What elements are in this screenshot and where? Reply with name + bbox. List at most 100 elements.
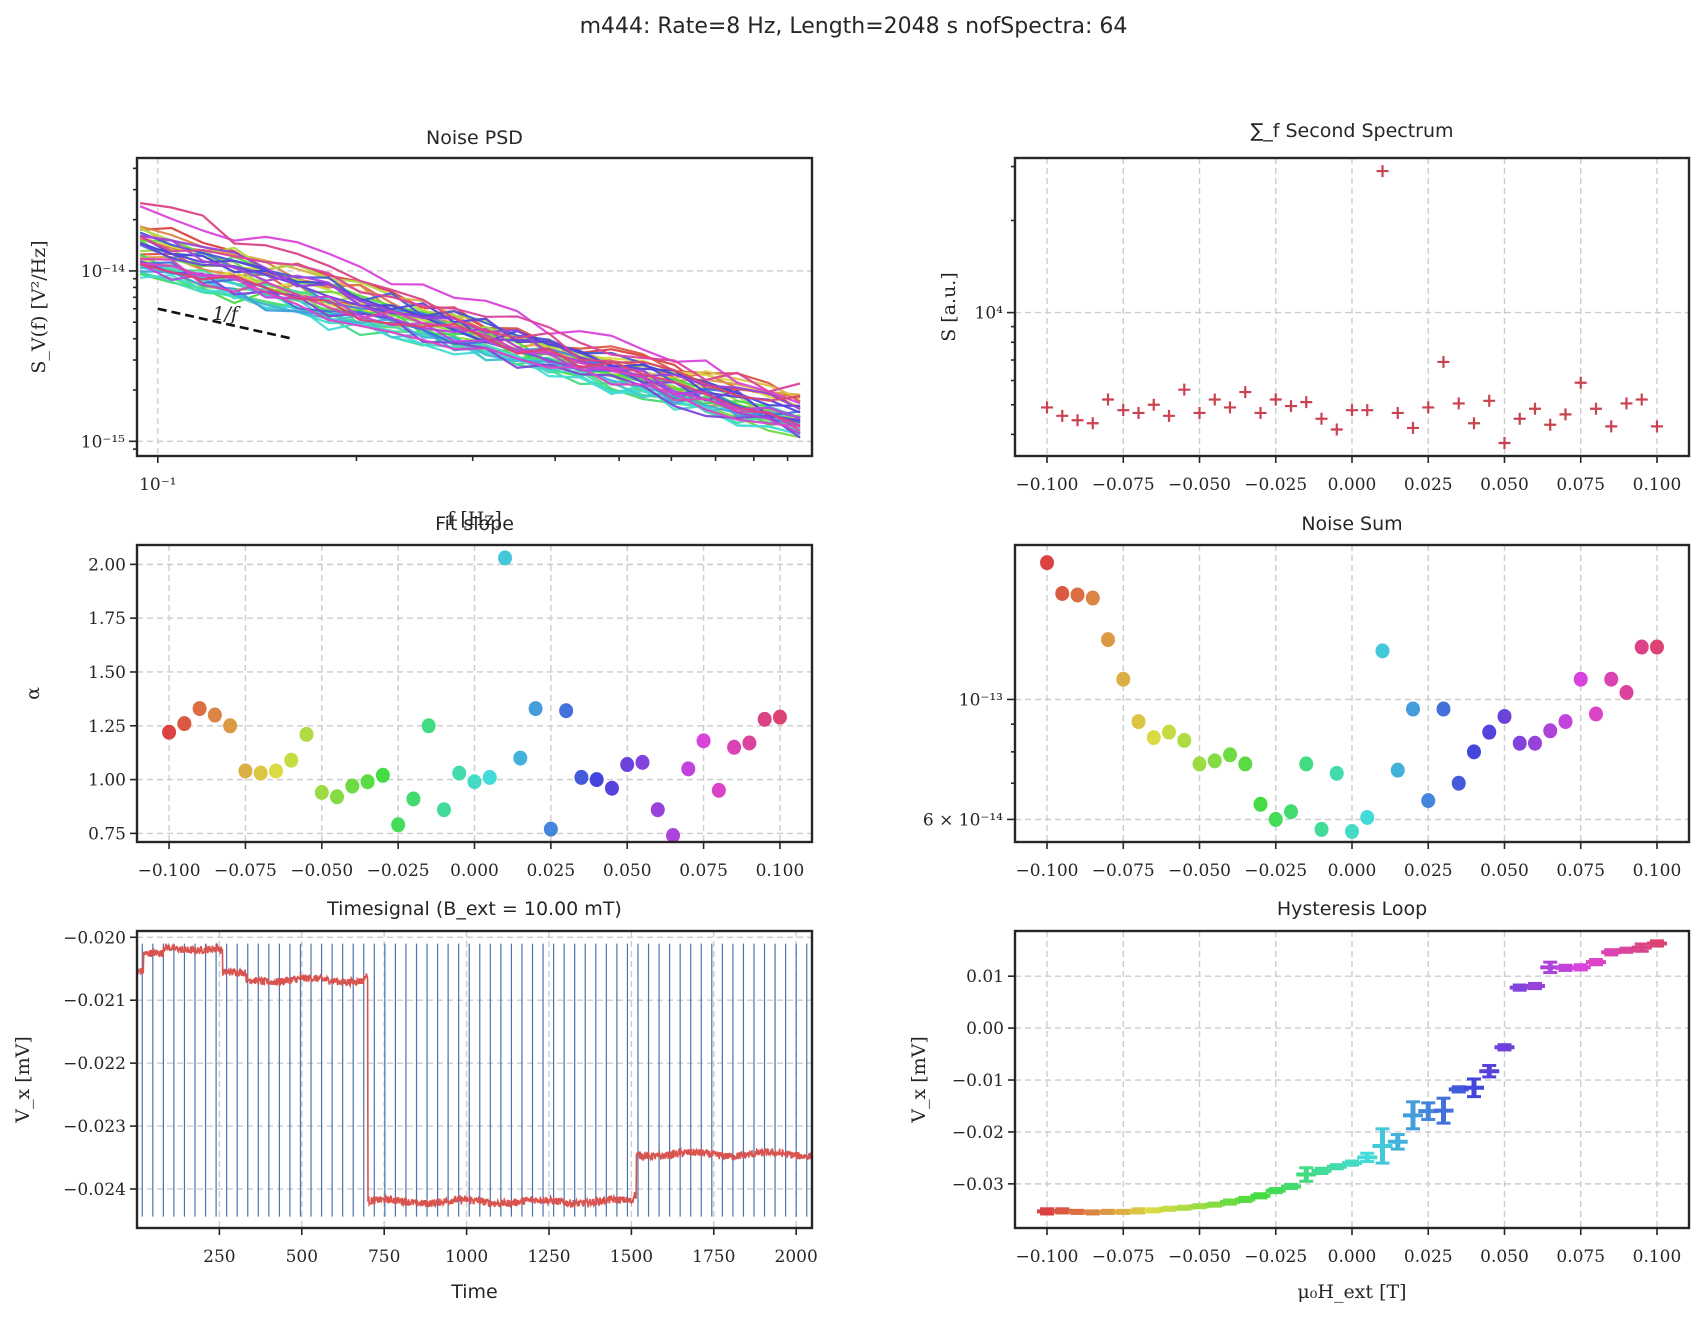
fit-slope-point [360, 774, 375, 790]
noise-sum-point [1649, 639, 1664, 655]
second-spectrum-point [1056, 409, 1069, 422]
x-tick-label: −0.100 [1016, 861, 1079, 881]
second-spectrum-point [1132, 406, 1145, 419]
second-spectrum-point [1254, 406, 1267, 419]
y-tick-label: −0.024 [63, 1180, 126, 1200]
x-tick-label: 1750 [692, 1247, 735, 1267]
fit-slope-point [345, 778, 360, 794]
x-tick-label: −0.050 [1168, 1247, 1231, 1267]
x-tick-label: 1500 [610, 1247, 653, 1267]
noise-sum-point [1512, 735, 1527, 751]
panel-title: Noise Sum [1301, 513, 1402, 535]
panel-title: Timesignal (B_ext = 10.00 mT) [326, 898, 622, 920]
second-spectrum-point [1559, 408, 1572, 421]
y-tick-label: −0.020 [63, 928, 126, 948]
x-tick-label: 0.000 [1328, 861, 1377, 881]
fit-slope-point [772, 709, 787, 725]
x-tick-label: −0.075 [1092, 1247, 1155, 1267]
second-spectrum-point [1269, 393, 1282, 406]
fit-slope-point [192, 701, 207, 717]
noise-sum-point [1055, 585, 1070, 601]
noise-sum-point [1558, 714, 1573, 730]
fit-slope-point [635, 754, 650, 770]
x-axis-label: f [Hz] [447, 508, 501, 530]
hysteresis-errorbar [1265, 1187, 1286, 1195]
x-tick-label: 10⁻¹ [139, 475, 176, 495]
second-spectrum-point [1437, 355, 1450, 368]
second-spectrum-point [1376, 165, 1389, 178]
hysteresis-errorbar [1646, 939, 1667, 948]
hysteresis-errorbar [1524, 981, 1545, 991]
noise-sum-panel: Noise Sum −0.100 −0.075 −0.050 −0.025 0.000 0.… [923, 513, 1691, 881]
second-spectrum-point [1513, 412, 1526, 425]
noise-sum-point [1299, 756, 1314, 772]
second-spectrum-point [1422, 401, 1435, 414]
y-tick-label: 10⁴ [975, 304, 1004, 324]
fit-slope-point [268, 763, 283, 779]
noise-sum-point [1192, 756, 1207, 772]
x-tick-label: −0.075 [1092, 861, 1155, 881]
fit-slope-point [375, 767, 390, 783]
panel-title: ∑_f Second Spectrum [1250, 120, 1453, 142]
hysteresis-errorbar [1204, 1201, 1225, 1208]
axes-frame [1013, 543, 1691, 844]
hysteresis-errorbar [1220, 1198, 1241, 1206]
hysteresis-errorbar [1342, 1159, 1362, 1167]
x-tick-label: 0.000 [450, 861, 499, 881]
psd-series-line [139, 205, 801, 405]
second-spectrum-point [1483, 394, 1496, 407]
fit-slope-point [727, 739, 742, 755]
fit-slope-point [223, 718, 238, 734]
x-tick-label: 0.075 [1556, 475, 1605, 495]
hysteresis-errorbar [1433, 1096, 1454, 1125]
noise-sum-point [1360, 809, 1375, 825]
noise-sum-point [1177, 732, 1192, 748]
x-tick-label: −0.025 [367, 861, 430, 881]
fit-slope-point [314, 785, 329, 800]
fit-slope-point [513, 750, 528, 766]
second-spectrum-point [1300, 396, 1313, 409]
noise-sum-point [1162, 724, 1177, 740]
hysteresis-errorbar [1326, 1163, 1347, 1171]
hysteresis-errorbar [1631, 942, 1652, 953]
noise-sum-point [1131, 714, 1146, 730]
fit-slope-point [177, 716, 192, 732]
second-spectrum-point [1361, 404, 1374, 417]
x-tick-label: −0.025 [1244, 475, 1307, 495]
fit-slope-point [162, 724, 177, 740]
x-tick-label: 0.050 [1480, 1247, 1529, 1267]
x-tick-label: 1000 [445, 1247, 488, 1267]
y-axis-label: V_x [mV] [12, 1036, 34, 1124]
y-tick-label: 6 × 10⁻¹⁴ [923, 810, 1003, 830]
y-tick-label: 0.00 [966, 1019, 1004, 1039]
axes-frame [135, 929, 814, 1230]
x-tick-label: 500 [286, 1247, 318, 1267]
x-tick-label: 0.075 [679, 861, 728, 881]
fit-slope-point [436, 802, 451, 818]
fit-slope-point [238, 763, 253, 779]
fit-slope-point [650, 802, 665, 818]
second-spectrum-point [1239, 386, 1252, 399]
fit-slope-point [498, 550, 513, 566]
y-tick-label: 2.00 [88, 555, 126, 575]
y-tick-label: 10⁻¹⁴ [81, 262, 125, 282]
x-tick-label: 250 [203, 1247, 235, 1267]
fit-slope-point [391, 817, 406, 833]
noise-sum-point [1238, 756, 1253, 772]
x-tick-label: 0.050 [603, 861, 652, 881]
timesignal-line [136, 941, 813, 1210]
noise-sum-point [1253, 796, 1268, 812]
axes-frame [135, 543, 814, 844]
psd-series-line [139, 234, 801, 414]
x-tick-label: 0.050 [1480, 475, 1529, 495]
psd-series-line [139, 262, 801, 420]
noise-sum-point [1329, 765, 1344, 781]
x-axis-label: Time [450, 1281, 498, 1303]
noise-sum-point [1451, 775, 1466, 791]
noise-psd-panel: Noise PSD 1/f 10⁻¹ 10⁻¹⁴ 10⁻¹⁵ S_V(f) [V²/Hz]… [28, 127, 814, 530]
y-tick-label: −0.022 [63, 1054, 126, 1074]
noise-sum-point [1375, 643, 1390, 659]
second-spectrum-point [1528, 402, 1541, 415]
hysteresis-errorbar [1281, 1182, 1302, 1191]
x-tick-label: 0.100 [756, 861, 805, 881]
